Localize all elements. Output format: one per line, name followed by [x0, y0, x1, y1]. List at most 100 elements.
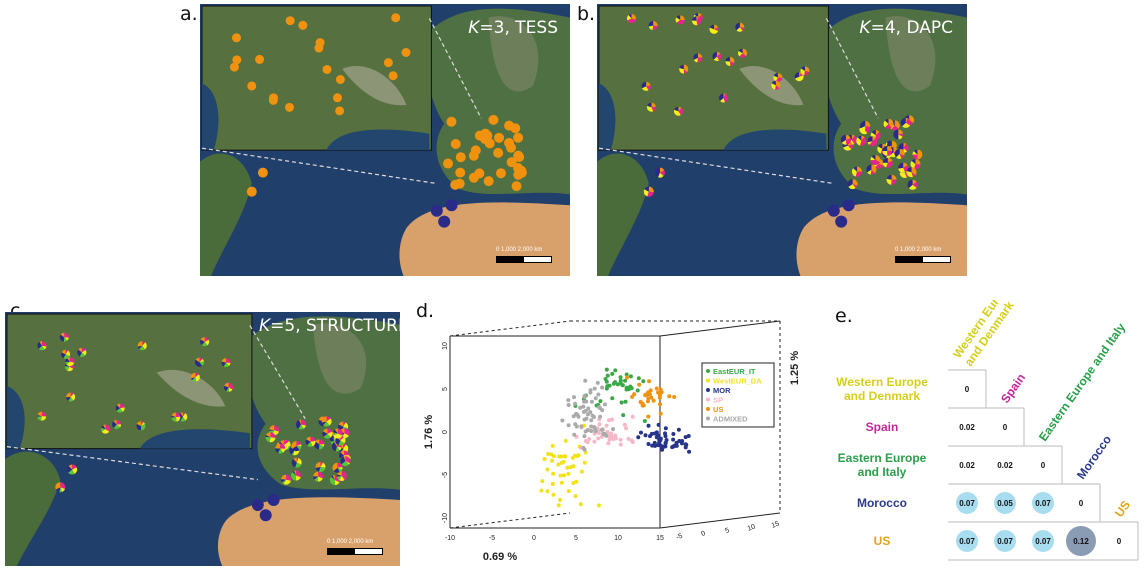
sample-pie-chart — [401, 47, 411, 57]
pca-point — [576, 453, 581, 458]
box-edge — [659, 320, 781, 337]
sample-pie-chart — [488, 114, 499, 125]
pca-point — [686, 434, 691, 439]
pca-point — [658, 411, 663, 416]
pca-point — [656, 422, 661, 427]
sample-pie-chart — [322, 64, 332, 74]
pca-point — [638, 399, 643, 404]
pca-point — [584, 416, 589, 421]
fst-row-label: and Italy — [858, 465, 907, 479]
pca-point — [611, 381, 616, 386]
sample-pie-chart — [291, 457, 302, 468]
pca-point — [646, 414, 651, 419]
pca-point — [654, 386, 659, 391]
sample-pie-chart — [679, 64, 689, 74]
legend-marker — [706, 369, 710, 373]
pca-point — [648, 388, 653, 393]
inset-connector-line — [6, 446, 258, 481]
sample-pie-chart — [200, 337, 210, 347]
fst-bubble — [956, 530, 978, 552]
pca-point — [542, 456, 547, 461]
sample-pie-chart — [221, 358, 231, 368]
sample-pie-chart — [898, 162, 909, 173]
sample-pie-chart — [332, 462, 343, 473]
pca-point — [649, 395, 654, 400]
sample-pie-chart — [691, 16, 701, 26]
pca-point — [557, 497, 562, 502]
pca-point — [574, 411, 579, 416]
legend-label: ADMIXED — [713, 415, 748, 424]
legend-label: WestEUR_DA — [713, 377, 762, 386]
pca-point — [618, 437, 623, 442]
y-tick-label: -5 — [442, 472, 449, 478]
sample-pie-chart — [190, 372, 200, 382]
sample-pie-chart — [470, 145, 481, 156]
k-value: 4 — [884, 18, 896, 38]
morocco-sample-point — [835, 215, 848, 228]
pca-point — [652, 440, 657, 445]
k-value: 5 — [284, 316, 296, 336]
fst-row-label: Eastern Europe — [838, 451, 927, 465]
sample-pie-chart — [335, 74, 345, 84]
pca-point — [546, 452, 551, 457]
fst-row-label: and Denmark — [844, 389, 920, 403]
pca-point — [652, 431, 657, 436]
morocco-sample-point — [430, 204, 443, 217]
panel-a-label: a. — [180, 3, 198, 25]
sample-pie-chart — [886, 174, 897, 185]
pca-point — [643, 392, 648, 397]
sample-pie-chart — [626, 13, 636, 23]
sample-pie-chart — [482, 130, 493, 141]
sample-pie-chart — [893, 129, 904, 140]
x-tick-label: 15 — [656, 535, 664, 542]
pca-point — [582, 460, 587, 465]
sample-pie-chart — [340, 456, 351, 467]
inset-map-frame — [201, 5, 432, 151]
fst-value: 0 — [1041, 461, 1046, 470]
fst-bubble — [994, 492, 1016, 514]
fst-bubble — [994, 530, 1016, 552]
sample-pie-chart — [883, 118, 894, 129]
pca-point — [597, 405, 601, 410]
inset-connector-line — [428, 18, 482, 119]
pca-point — [607, 418, 612, 423]
sample-pie-chart — [882, 157, 893, 168]
sample-pie-chart — [383, 58, 393, 68]
box-edge — [449, 512, 571, 529]
pca-point — [582, 434, 587, 439]
pca-point — [663, 441, 668, 446]
pca-point — [676, 427, 681, 432]
pca-point — [642, 418, 647, 423]
sample-pie-chart — [281, 474, 292, 485]
pca-point — [599, 434, 604, 439]
x-axis-label: 0.69 % — [483, 551, 517, 563]
pca-point — [545, 467, 550, 472]
pca-point — [588, 410, 593, 415]
morocco-sample-point — [438, 215, 451, 228]
z-tick-label: 5 — [724, 527, 730, 535]
sample-pie-chart — [516, 165, 527, 176]
pca-point — [680, 438, 685, 443]
pca-point — [625, 375, 630, 380]
sample-pie-chart — [295, 419, 306, 430]
inset-mediterranean — [723, 129, 827, 151]
sample-pie-chart — [894, 148, 905, 159]
pca-point — [592, 439, 597, 444]
morocco-sample-point — [445, 199, 458, 212]
sample-pie-chart — [860, 120, 871, 131]
sample-pie-chart — [511, 181, 522, 192]
fst-value: 0.12 — [1073, 537, 1089, 546]
sample-pie-chart — [178, 412, 188, 422]
legend-label: EastEUR_IT — [713, 367, 756, 376]
pca-point — [583, 429, 588, 434]
inset-mediterranean — [326, 129, 430, 151]
pca-point — [598, 399, 603, 404]
sample-pie-chart — [738, 48, 748, 58]
box-edge — [449, 320, 571, 337]
pca-point — [604, 386, 609, 391]
pca-point — [579, 469, 584, 474]
x-tick-label: 5 — [574, 535, 578, 542]
sample-pie-chart — [495, 168, 506, 179]
pca-point — [618, 442, 623, 447]
pca-point — [646, 423, 651, 428]
